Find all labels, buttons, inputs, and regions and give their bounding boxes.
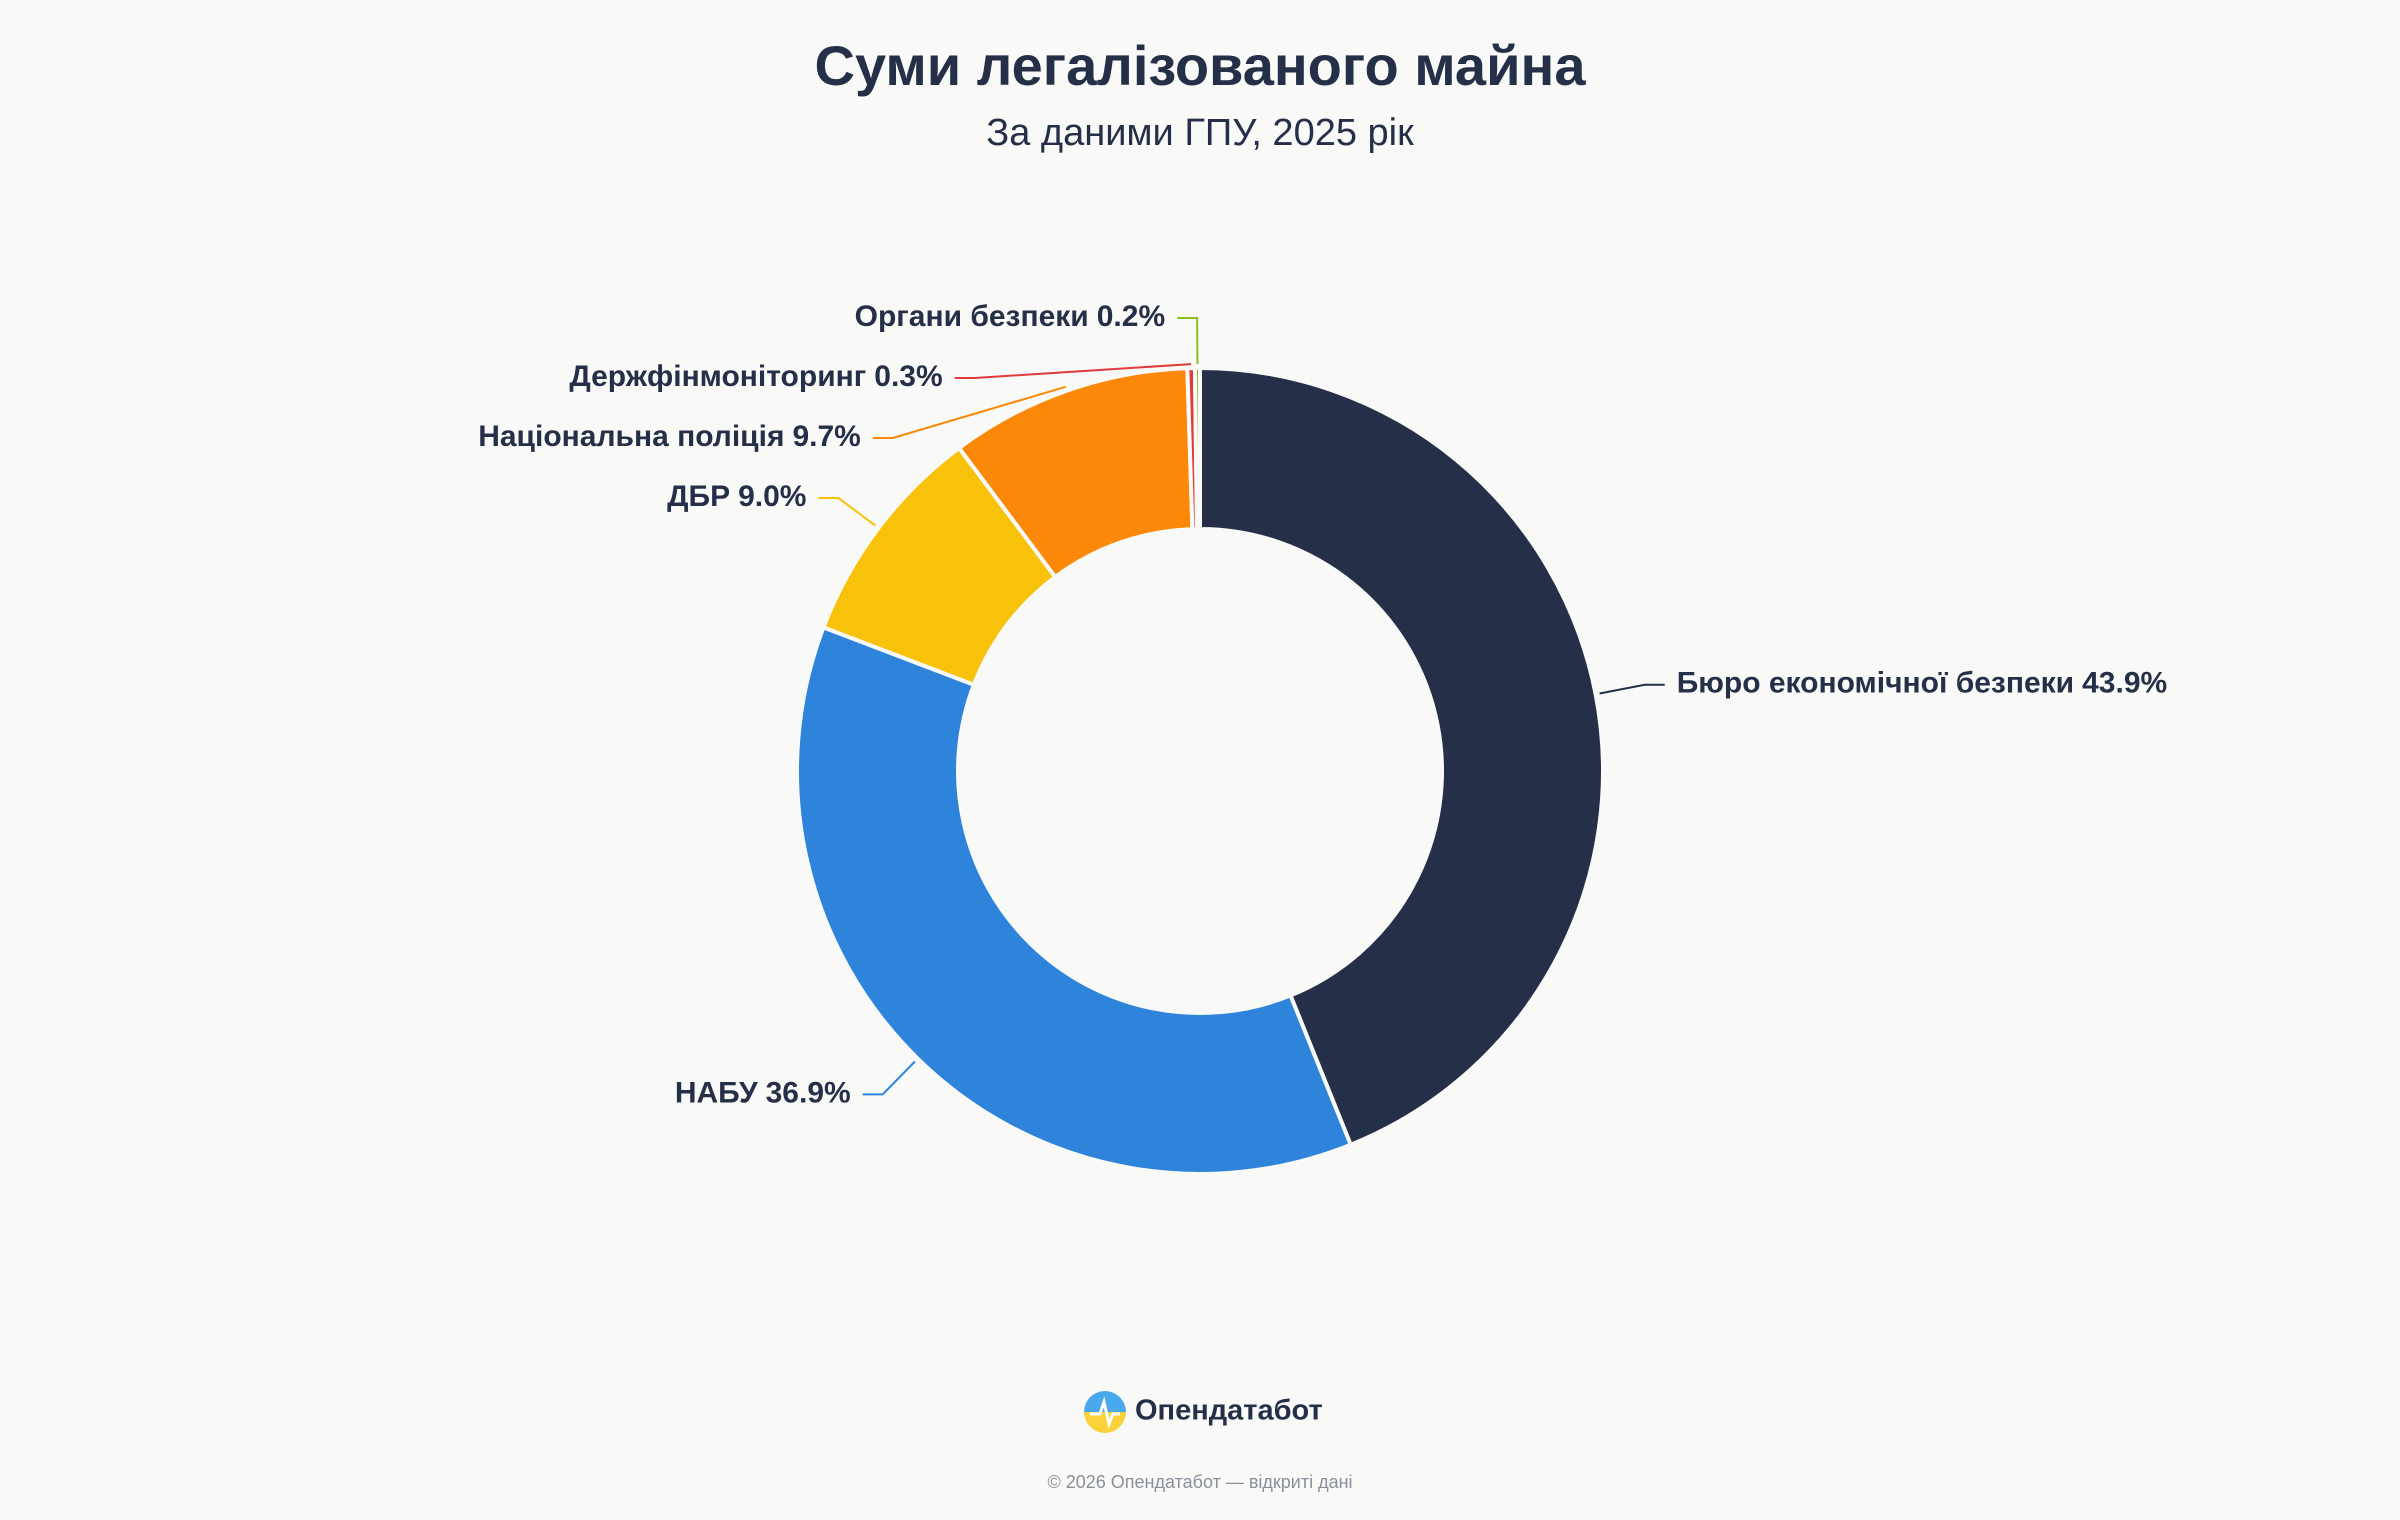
leader-line bbox=[862, 1060, 916, 1096]
slice-label-name: Держфінмоніторинг bbox=[569, 360, 866, 393]
slice-label: Держфінмоніторинг 0.3% bbox=[569, 360, 942, 393]
slice-label-value: 0.2% bbox=[1097, 300, 1165, 333]
slice-label-name: НАБУ bbox=[675, 1076, 758, 1109]
footer-copyright: © 2026 Опендатабот — відкриті дані bbox=[1047, 1472, 1352, 1492]
donut-slice bbox=[795, 625, 1353, 1176]
slice-label-value: 43.9% bbox=[2082, 667, 2167, 700]
slice-label: ДБР 9.0% bbox=[667, 480, 806, 513]
slice-label-name: Органи безпеки bbox=[855, 300, 1089, 333]
slice-label: Бюро економічної безпеки 43.9% bbox=[1677, 667, 2167, 700]
footer-logo bbox=[1084, 1391, 1126, 1433]
slice-label: Національна поліція 9.7% bbox=[478, 420, 861, 453]
leader-line bbox=[1599, 683, 1665, 695]
slice-label-value: 9.7% bbox=[792, 420, 860, 453]
slice-label-name: ДБР bbox=[667, 480, 730, 513]
donut-slice bbox=[1198, 366, 1605, 1147]
leader-line bbox=[954, 363, 1192, 380]
slice-label: Органи безпеки 0.2% bbox=[855, 300, 1166, 333]
donut-slice bbox=[1192, 366, 1202, 532]
slice-label-value: 36.9% bbox=[766, 1076, 851, 1109]
footer-brand: Опендатабот bbox=[1135, 1395, 1323, 1427]
slice-label-value: 9.0% bbox=[738, 480, 806, 513]
leader-line bbox=[1177, 317, 1199, 365]
chart-title: Суми легалізованого майна bbox=[815, 34, 1587, 97]
slice-label-value: 0.3% bbox=[874, 360, 942, 393]
leader-line bbox=[872, 385, 1067, 440]
slice-label-name: Бюро економічної безпеки bbox=[1677, 667, 2074, 700]
slice-label: НАБУ 36.9% bbox=[675, 1076, 851, 1109]
leader-line bbox=[818, 497, 876, 527]
slice-label-name: Національна поліція bbox=[478, 420, 784, 453]
chart-subtitle: За даними ГПУ, 2025 рік bbox=[986, 112, 1414, 154]
